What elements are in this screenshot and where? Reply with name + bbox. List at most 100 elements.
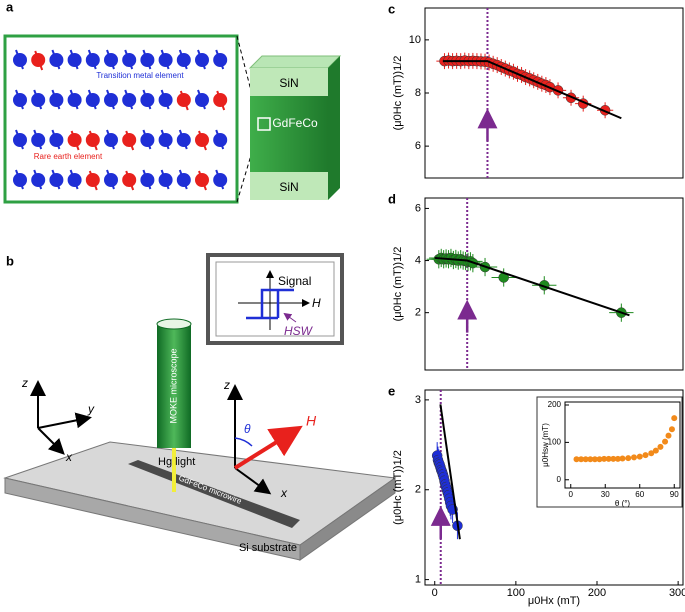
point	[671, 415, 678, 422]
substrate-side	[299, 477, 396, 561]
point	[601, 455, 608, 462]
block-top	[248, 55, 342, 69]
y-tick-label: 0	[557, 475, 562, 484]
panel-label: e	[388, 383, 395, 398]
point	[582, 456, 589, 463]
spin-arrow	[51, 89, 61, 110]
spin-arrow	[216, 90, 226, 111]
panel-label: c	[388, 1, 395, 16]
y-tick-label: 6	[415, 140, 421, 152]
y-tick-label: 6	[415, 202, 421, 214]
spin-arrow	[125, 170, 135, 191]
point	[605, 455, 612, 462]
x-tick-label: 0	[432, 587, 438, 599]
y-axis-label: μ0Hsw (mT)	[541, 423, 550, 467]
light-beam	[172, 448, 176, 492]
spin-arrow	[142, 89, 152, 110]
point	[587, 456, 594, 463]
spin-arrow	[106, 49, 115, 70]
spin-arrow	[87, 89, 97, 110]
signal-label: Signal	[278, 274, 311, 288]
layer-label: GdFeCo	[272, 116, 318, 130]
field-label: H	[306, 413, 317, 429]
point	[625, 455, 632, 462]
zoom-line	[236, 131, 259, 203]
fit-line	[442, 60, 622, 120]
spin-arrow	[106, 89, 115, 110]
microscope	[157, 324, 191, 448]
y-tick-label: 3	[415, 394, 421, 406]
point	[665, 432, 672, 439]
spin-arrow	[178, 49, 188, 70]
spin-arrow	[69, 49, 79, 70]
spin-arrow	[215, 49, 225, 70]
light-label: Hg light	[158, 456, 195, 468]
sin-layer	[250, 68, 328, 96]
spin-arrow	[33, 169, 43, 190]
point	[642, 452, 649, 459]
sin-layer	[250, 172, 328, 200]
x-tick-label: 60	[635, 490, 644, 499]
spin-arrow	[160, 49, 170, 70]
spin-arrow	[88, 170, 98, 191]
plot-frame	[424, 389, 684, 586]
x-tick-label: 30	[601, 490, 610, 499]
spin-arrow	[125, 130, 135, 151]
h-label: H	[312, 296, 321, 310]
point	[591, 456, 598, 463]
point	[631, 454, 637, 461]
plot-frame	[564, 401, 681, 489]
spin-arrow	[33, 129, 43, 150]
spin-arrow	[15, 89, 24, 110]
spin-arrow	[51, 129, 61, 150]
point	[610, 455, 617, 462]
spin-arrow	[142, 129, 152, 150]
substrate-label: Si substrate	[239, 542, 297, 554]
x-tick-label: 0	[569, 490, 574, 499]
point	[648, 450, 655, 457]
fit-line	[434, 256, 630, 317]
microscope-top	[156, 318, 192, 330]
spin-arrow	[106, 129, 115, 150]
panel-label: a	[6, 0, 14, 14]
point	[578, 456, 585, 463]
spin-arrow	[87, 49, 97, 70]
spin-arrow	[178, 129, 188, 150]
x-axis-label: θ (°)	[615, 499, 631, 508]
layer-label: SiN	[279, 180, 298, 194]
axis-label: z	[223, 378, 230, 392]
spin-arrow	[69, 89, 79, 110]
y-tick-label: 2	[415, 307, 421, 319]
hsw-pointer	[283, 312, 297, 323]
y-axis-label: (μ0Hc (mT))1/2	[392, 247, 404, 322]
spin-arrow	[179, 90, 189, 111]
tm-label: Transition metal element	[96, 71, 184, 80]
microscope-label: MOKE microscope	[168, 348, 178, 423]
spin-arrow	[51, 169, 61, 190]
point	[596, 456, 603, 463]
axis-arrow	[37, 412, 92, 429]
y-tick-label: 1	[415, 574, 421, 586]
layer-label: SiN	[279, 76, 298, 90]
axis-label: y	[87, 402, 95, 416]
point	[636, 453, 643, 460]
y-axis-label: (μ0Hc (mT))1/2	[392, 56, 404, 131]
spin-arrow	[215, 129, 225, 150]
x-tick-label: 200	[588, 587, 606, 599]
spin-arrow	[142, 169, 152, 190]
spin-arrow	[51, 49, 61, 70]
spin-arrow	[198, 130, 207, 151]
plot-frame	[424, 197, 684, 371]
y-axis-label: (μ0Hc (mT))1/2	[392, 450, 404, 525]
spin-arrow	[160, 89, 170, 110]
spin-arrow	[34, 50, 44, 71]
spin-arrow	[33, 89, 43, 110]
spin-arrow	[124, 49, 134, 70]
microwire	[128, 460, 300, 528]
spin-arrow	[160, 129, 170, 150]
spin-arrow	[198, 170, 207, 191]
fit-line	[439, 404, 461, 540]
spin-arrow	[106, 169, 115, 190]
point	[652, 447, 659, 454]
axis-label: x	[280, 486, 288, 500]
